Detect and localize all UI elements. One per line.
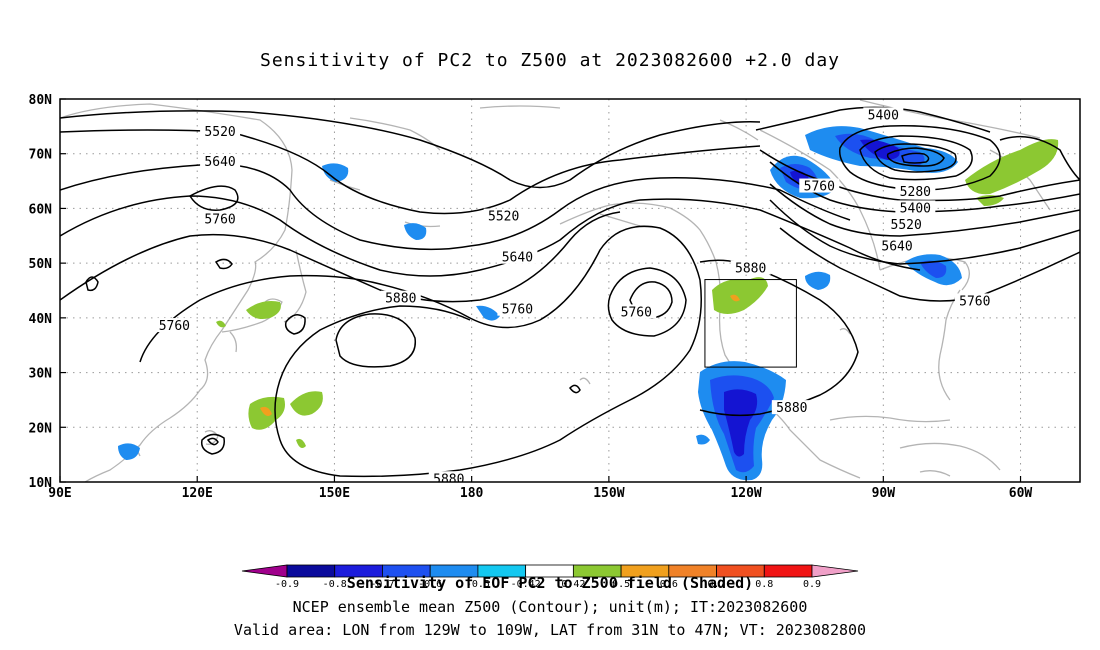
contour-label-bg — [895, 200, 936, 215]
lat-tick-label: 10N — [29, 476, 53, 491]
colorbar-level-label: 0.42 — [561, 579, 585, 590]
lon-tick-label: 60W — [1009, 486, 1033, 501]
colorbar-level-label: -0.8 — [323, 579, 347, 590]
contour-label: 5760 — [502, 303, 533, 318]
contour-label-bg — [200, 153, 241, 168]
contour-label-bg — [497, 249, 538, 264]
contour-label-bg — [428, 471, 469, 482]
caption-shaded: Sensitivity of EOF PC2 to Z500 field (Sh… — [346, 574, 754, 592]
lon-tick-label: 180 — [460, 486, 484, 501]
valid-area-box — [704, 279, 797, 368]
contour-label: 5640 — [204, 155, 235, 170]
lon-tick-label: 90E — [48, 486, 71, 501]
contour-label: 5280 — [900, 185, 931, 200]
contour-label: 5760 — [159, 319, 190, 334]
contour-label: 5760 — [621, 305, 652, 320]
contour-label: 5760 — [204, 212, 235, 227]
grid-lines — [60, 99, 1080, 482]
lat-tick-label: 60N — [29, 202, 53, 217]
caption-contour: NCEP ensemble mean Z500 (Contour); unit(… — [292, 598, 808, 616]
colorbar-level-label: 0.9 — [803, 579, 821, 590]
contour-label: 5640 — [502, 251, 533, 266]
colorbar-level-label: 0.8 — [755, 579, 773, 590]
contour-label: 5520 — [204, 125, 235, 140]
contour-label: 5880 — [385, 292, 416, 307]
colorbar-level-label: 0.5 — [612, 579, 630, 590]
colorbar-level-label: -0.9 — [275, 579, 299, 590]
contour-label-bg — [483, 208, 524, 223]
contour-label-bg — [771, 400, 812, 415]
colorbar-level-label: 0.7 — [708, 579, 726, 590]
contour-label-bg — [154, 318, 195, 333]
contour-label: 5400 — [868, 108, 899, 123]
contour-label-bg — [730, 260, 771, 275]
lon-tick-label: 120W — [730, 486, 761, 501]
contour-labels: 5520 5640 5760 5520 5640 5760 5880 5760 5760 5880… — [154, 107, 995, 487]
chart-title: Sensitivity of PC2 to Z500 at 2023082600… — [259, 50, 840, 71]
lat-tick-label: 40N — [29, 312, 53, 327]
lon-tick-label: 90W — [872, 486, 896, 501]
contour-label-bg — [799, 178, 840, 193]
contour-label-bg — [886, 216, 927, 231]
contour-label-bg — [863, 107, 904, 122]
contour-label-bg — [380, 290, 421, 305]
colorbar-level-label: -0.7 — [370, 579, 394, 590]
map-axes: 90E 120E 150E 180 150W 120W 90W 60W 10N 20N 30N 40N… — [29, 93, 1033, 501]
contour-label-bg — [200, 211, 241, 226]
colorbar-level-label: 0.6 — [660, 579, 678, 590]
colorbar-level-label: -0.5 — [466, 579, 490, 590]
contour-label-bg — [954, 293, 995, 308]
contour-label-bg — [200, 123, 241, 138]
lat-tick-label: 70N — [29, 148, 53, 163]
contour-label: 5520 — [891, 218, 922, 233]
contour-label-bg — [497, 301, 538, 316]
lat-tick-label: 80N — [29, 93, 53, 108]
contour-label: 5760 — [804, 180, 835, 195]
map-border — [59, 98, 1081, 483]
lon-tick-label: 150E — [319, 486, 350, 501]
colorbar-level-label: -0.42 — [511, 579, 541, 590]
lon-tick-label: 150W — [593, 486, 624, 501]
contour-label: 5880 — [735, 262, 766, 277]
colorbar-right-arrow — [811, 564, 859, 578]
contour-label: 5880 — [433, 472, 464, 487]
caption-valid-area: Valid area: LON from 129W to 109W, LAT f… — [233, 621, 867, 639]
contour-label: 5640 — [881, 240, 912, 255]
lat-tick-label: 50N — [29, 257, 53, 272]
sensitivity-shading — [118, 126, 1059, 481]
lon-tick-label: 120E — [182, 486, 213, 501]
contour-label: 5400 — [900, 201, 931, 216]
contour-label-bg — [616, 304, 657, 319]
colorbar-level-label: -0.6 — [418, 579, 442, 590]
lat-tick-label: 30N — [29, 367, 53, 382]
contour-label: 5520 — [488, 210, 519, 225]
contour-label: 5760 — [959, 294, 990, 309]
lat-tick-label: 20N — [29, 421, 53, 436]
contour-label: 5880 — [776, 401, 807, 416]
contour-label-bg — [877, 238, 918, 253]
contour-label-bg — [895, 184, 936, 199]
colorbar: -0.9 -0.8 -0.7 -0.6 -0.5 -0.42 0.42 0.5 0.6 0.7 0.… — [241, 564, 859, 590]
